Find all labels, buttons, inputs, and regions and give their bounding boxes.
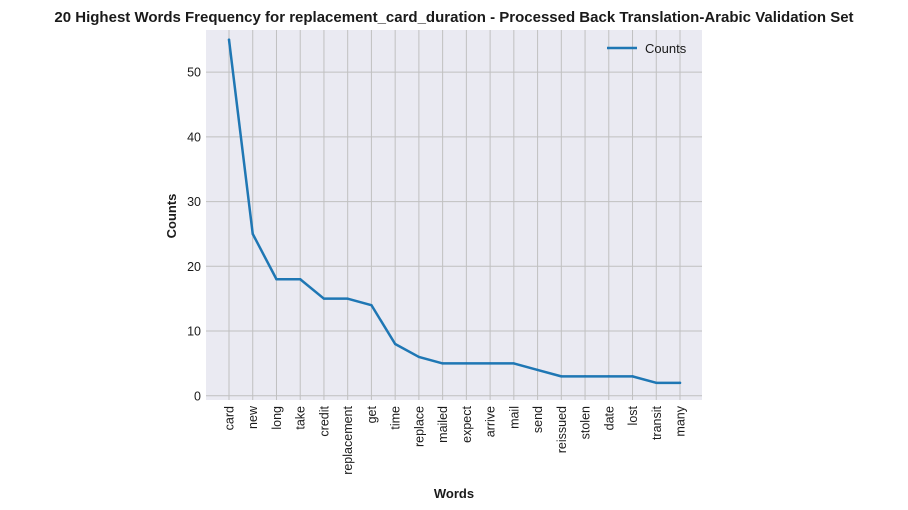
y-tick-label: 0 (194, 389, 201, 403)
data-point (631, 375, 634, 378)
legend: Counts (607, 41, 687, 56)
data-point (393, 342, 397, 346)
grid (206, 30, 702, 400)
data-point (299, 278, 302, 281)
data-point (488, 362, 492, 365)
y-tick-label: 50 (187, 66, 201, 80)
y-axis: 0 10 20 30 40 50 (187, 66, 201, 404)
y-axis-label: Counts (164, 194, 179, 239)
data-point (441, 362, 444, 365)
data-point (607, 375, 610, 378)
data-point (370, 303, 373, 307)
x-tick-label: card (223, 406, 237, 430)
data-point (465, 362, 468, 365)
chart-title: 20 Highest Words Frequency for replaceme… (54, 9, 853, 26)
series-line (227, 38, 682, 385)
x-tick-label: arrive (484, 406, 498, 437)
x-tick-label: long (270, 406, 284, 430)
x-tick-label: mailed (436, 406, 450, 443)
data-point (583, 375, 587, 378)
data-point (417, 355, 421, 359)
y-tick-label: 40 (187, 130, 201, 144)
x-tick-label: take (294, 406, 308, 430)
y-tick-label: 30 (187, 195, 201, 209)
x-tick-label: stolen (579, 406, 593, 439)
data-point (512, 362, 516, 365)
data-point (536, 368, 539, 372)
x-tick-label: time (389, 406, 403, 430)
plot-area (206, 30, 702, 400)
x-tick-label: get (365, 405, 379, 423)
x-axis: card new long take credit replacement get time r… (223, 405, 688, 475)
data-point (560, 375, 563, 378)
y-tick-label: 10 (187, 325, 201, 339)
data-point (655, 381, 658, 385)
data-point (678, 381, 682, 385)
x-tick-label: date (602, 406, 616, 430)
x-tick-label: new (246, 405, 260, 429)
x-tick-label: replace (412, 406, 426, 447)
x-tick-label: many (674, 405, 688, 436)
x-tick-label: credit (317, 405, 331, 436)
x-tick-label: mail (507, 406, 521, 429)
x-tick-label: expect (460, 405, 474, 442)
x-tick-label: send (531, 406, 545, 433)
data-point (227, 38, 231, 41)
x-tick-label: reissued (555, 406, 569, 453)
data-point (251, 232, 254, 236)
data-point (322, 297, 326, 300)
series-layer (227, 38, 682, 385)
x-axis-label: Words (434, 486, 474, 501)
y-tick-label: 20 (187, 260, 201, 274)
data-point (275, 278, 278, 281)
x-tick-label: transit (650, 405, 664, 440)
legend-label-counts: Counts (645, 41, 687, 56)
data-point (346, 297, 349, 300)
x-tick-label: lost (626, 405, 640, 425)
x-tick-label: replacement (341, 405, 355, 474)
